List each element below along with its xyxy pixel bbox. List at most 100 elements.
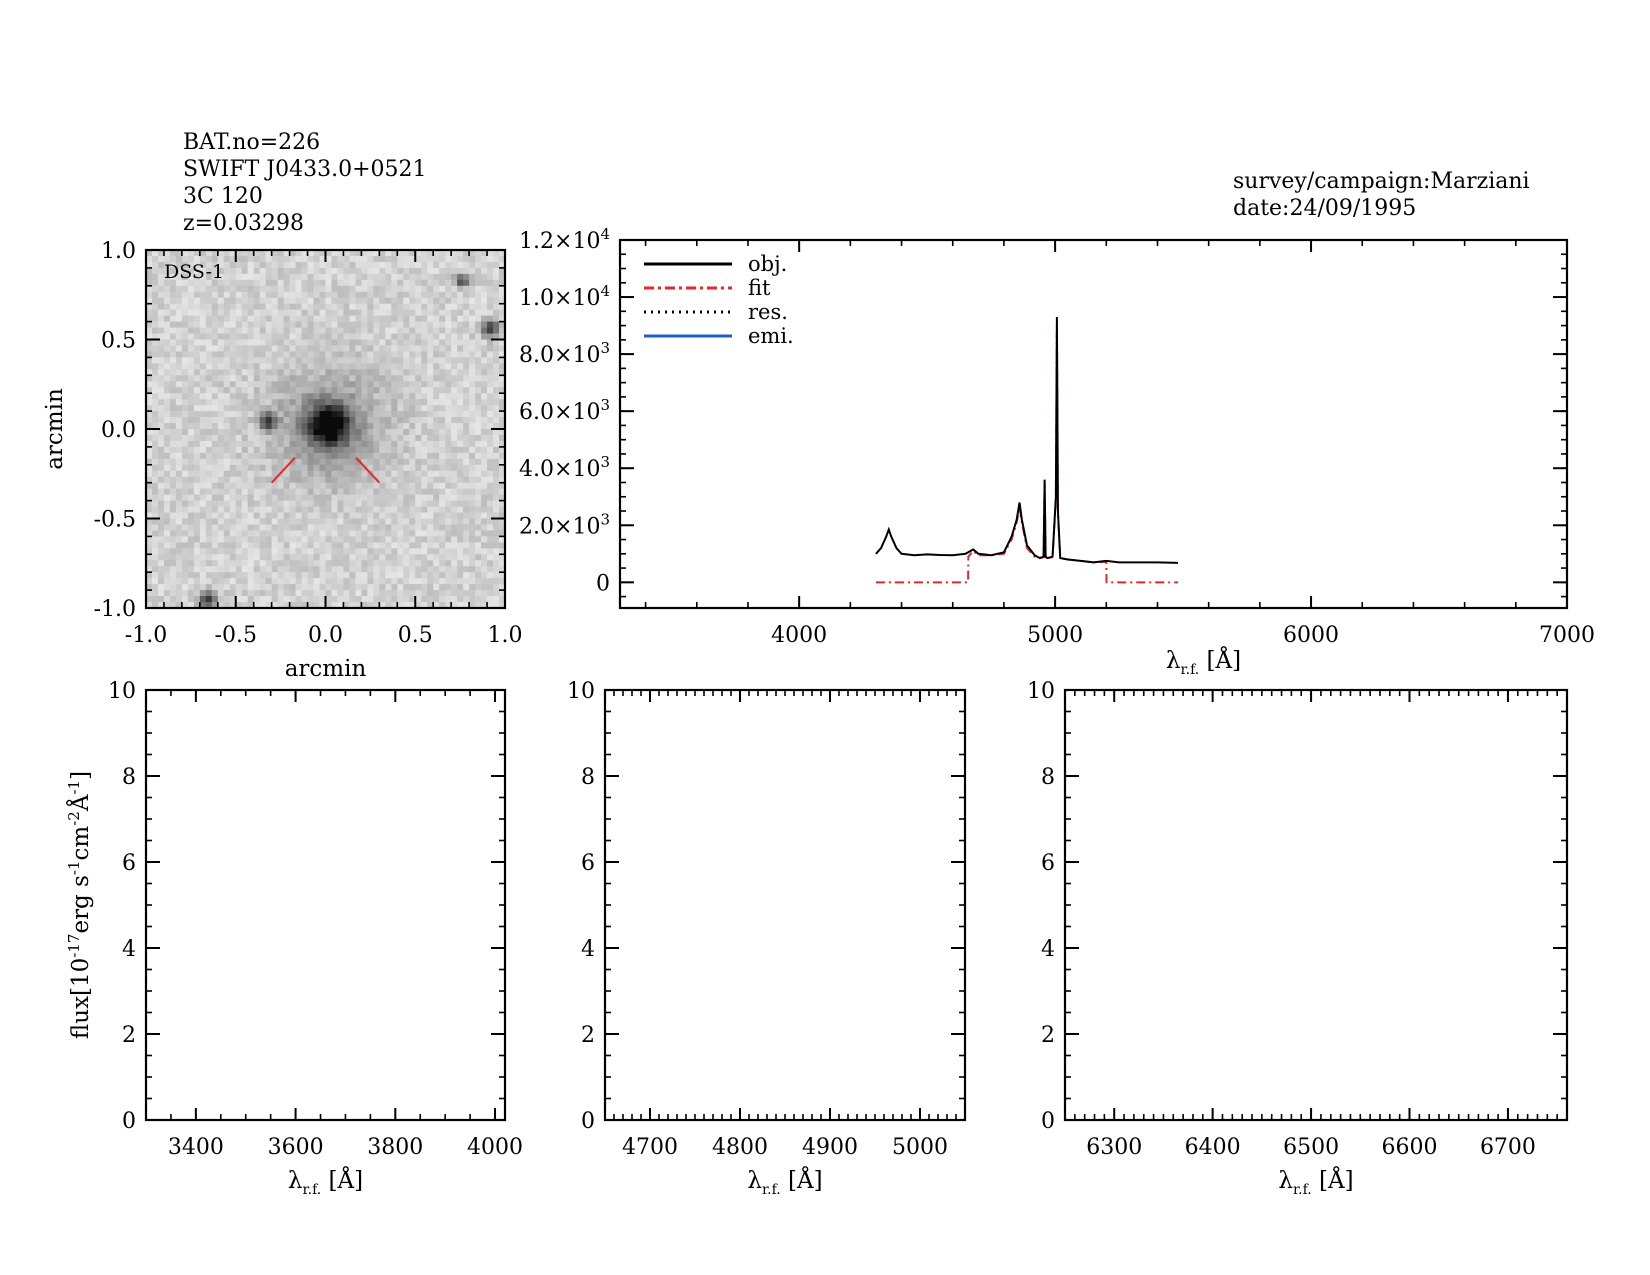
image-pixel [493,446,500,454]
image-pixel [403,536,410,543]
image-pixel [421,512,428,520]
image-pixel [439,560,446,567]
image-pixel [229,351,237,358]
image-pixel [331,351,339,358]
image-pixel [355,434,362,442]
image-pixel [379,261,386,269]
image-pixel [385,357,392,364]
image-pixel [301,423,309,430]
image-pixel [499,333,506,341]
image-pixel [265,363,273,370]
image-pixel [337,267,345,275]
image-pixel [193,488,201,496]
image-pixel [313,596,321,603]
image-pixel [157,297,165,305]
image-pixel [355,285,362,293]
image-pixel [361,279,368,287]
image-pixel [211,250,219,257]
image-pixel [481,333,488,341]
image-pixel [331,423,339,430]
image-pixel [253,333,261,341]
image-pixel [379,482,386,490]
image-pixel [313,339,321,347]
image-pixel [481,506,488,514]
image-pixel [409,423,416,430]
image-pixel [187,584,195,591]
image-pixel [487,596,494,603]
image-pixel [271,482,279,490]
image-pixel [349,524,357,532]
image-pixel [241,363,249,370]
image-pixel [379,309,386,317]
image-pixel [247,578,255,585]
image-pixel [205,417,213,424]
image-pixel [205,429,213,436]
image-pixel [205,327,213,335]
image-pixel [223,267,231,275]
image-pixel [151,512,159,520]
image-pixel [349,303,357,311]
image-pixel [253,417,261,424]
image-pixel [151,590,159,597]
image-pixel [487,524,494,532]
image-pixel [187,411,195,418]
image-pixel [151,357,159,364]
image-pixel [283,440,291,448]
image-pixel [199,584,207,591]
image-pixel [493,470,500,478]
image-pixel [499,560,506,567]
image-pixel [151,429,159,436]
image-pixel [289,309,297,317]
image-pixel [277,452,285,460]
image-pixel [193,405,201,412]
image-pixel [415,512,422,520]
image-pixel [169,261,177,269]
image-pixel [457,261,464,269]
image-pixel [415,399,422,406]
image-pixel [247,596,255,603]
image-pixel [337,494,345,502]
image-pixel [217,273,225,281]
image-pixel [325,423,333,430]
image-pixel [331,429,339,436]
zoom-panel-1-ytick-label: 2 [122,1023,136,1048]
image-pixel [223,351,231,358]
image-pixel [163,285,171,293]
image-pixel [319,399,327,406]
image-pixel [451,429,458,436]
image-pixel [247,267,255,275]
image-pixel [475,315,482,323]
image-pixel [487,321,494,329]
image-pixel [211,512,219,520]
image-pixel [433,387,440,394]
image-pixel [343,381,351,388]
image-pixel [253,261,261,269]
image-pixel [469,339,476,347]
image-pixel [253,536,261,543]
flux-ylabel: flux[10-17erg s-1cm-2Å-1] [65,771,94,1039]
image-pixel [235,267,243,275]
image-pixel [355,315,362,323]
image-pixel [481,524,488,532]
image-pixel [211,381,219,388]
image-pixel [373,261,380,269]
image-pixel [307,303,315,311]
image-pixel [271,578,279,585]
image-pixel [325,411,333,418]
image-pixel [235,488,243,496]
image-pixel [146,530,153,537]
image-pixel [205,393,213,400]
image-pixel [289,411,297,418]
image-pixel [217,566,225,573]
image-pixel [397,315,404,323]
zoom-panel-1-ytick-label: 6 [122,851,136,876]
image-pixel [415,542,422,549]
image-pixel [367,494,374,502]
image-pixel [367,482,374,490]
image-pixel [211,345,219,353]
image-pixel [355,381,362,388]
image-pixel [193,261,201,269]
image-pixel [409,602,416,609]
image-pixel [295,345,303,353]
image-pixel [319,309,327,317]
